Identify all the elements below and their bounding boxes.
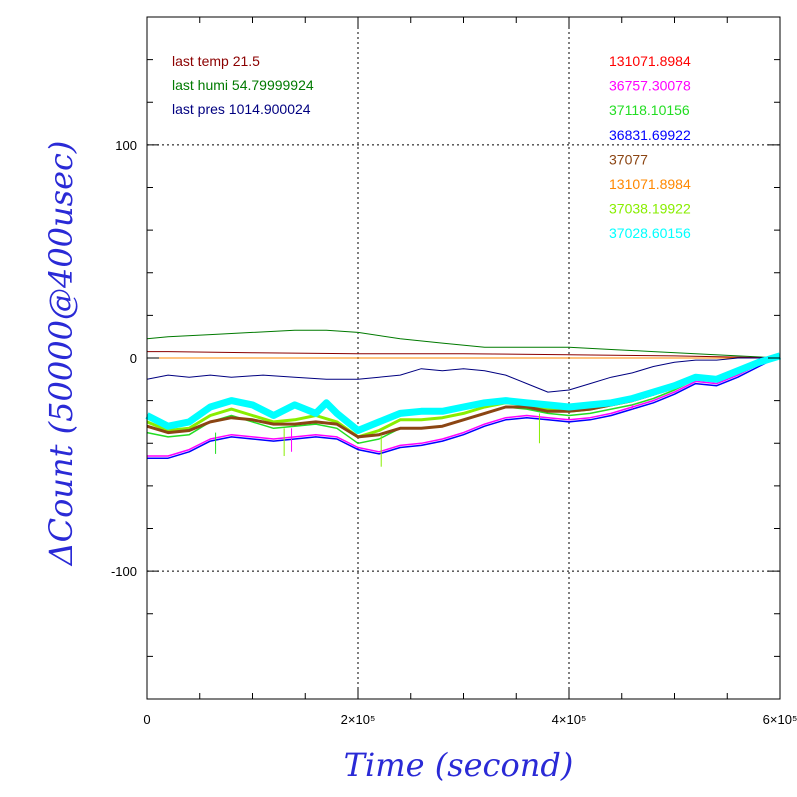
series-line-8 bbox=[146, 354, 781, 439]
series-line-7 bbox=[146, 354, 781, 439]
legend-left-entry: last temp 21.5 bbox=[172, 53, 260, 69]
legend-right-entry: 37038.19922 bbox=[609, 201, 691, 217]
legend-right-entry: 36757.30078 bbox=[609, 78, 691, 94]
x-tick-label: 2×10⁵ bbox=[341, 712, 376, 727]
legend-right-entry: 36831.69922 bbox=[609, 127, 691, 143]
legend-right-entry: 131071.8984 bbox=[609, 176, 691, 192]
y-tick-label: -100 bbox=[111, 564, 137, 579]
legend-left-entry: last humi 54.79999924 bbox=[172, 77, 314, 93]
x-tick-label: 0 bbox=[143, 712, 150, 727]
legend-left: last temp 21.5 last humi 54.79999924 last … bbox=[172, 53, 314, 117]
legend-right-entry: 131071.8984 bbox=[609, 53, 691, 69]
tick-labels: 0 2×10⁵ 4×10⁵ 6×10⁵ 100 0 -100 bbox=[111, 138, 797, 727]
series-line-5 bbox=[147, 355, 781, 459]
legend-right: 131071.8984 36757.30078 37118.10156 36831.6… bbox=[609, 53, 691, 241]
series-lines bbox=[145, 329, 782, 459]
y-axis-label: ΔCount (50000@400usec) bbox=[42, 141, 80, 568]
series-line-0 bbox=[146, 329, 781, 359]
series-line-9 bbox=[145, 352, 782, 434]
x-axis-label: Time (second) bbox=[344, 746, 574, 784]
y-tick-label: 0 bbox=[130, 351, 137, 366]
legend-left-entry: last pres 1014.900024 bbox=[172, 101, 311, 117]
axis-ticks bbox=[146, 16, 781, 700]
series-line-1 bbox=[147, 351, 781, 359]
series-line-4 bbox=[147, 355, 781, 457]
series-line-3 bbox=[146, 355, 781, 393]
y-tick-label: 100 bbox=[115, 138, 137, 153]
x-tick-label: 4×10⁵ bbox=[552, 712, 587, 727]
legend-right-entry: 37118.10156 bbox=[609, 102, 690, 118]
legend-right-entry: 37077 bbox=[609, 151, 648, 167]
legend-right-entry: 37028.60156 bbox=[609, 225, 691, 241]
spike-marks bbox=[215, 404, 633, 467]
x-tick-label: 6×10⁵ bbox=[763, 712, 797, 727]
